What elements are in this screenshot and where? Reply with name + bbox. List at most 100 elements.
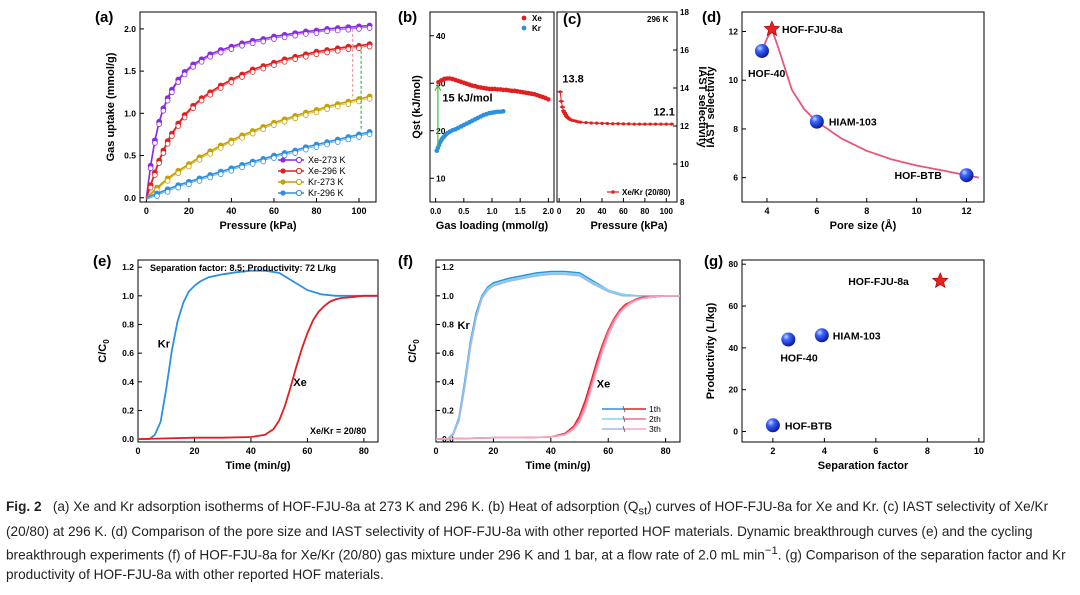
data-point-dot (560, 105, 564, 109)
x-tick-label: 1.0 (486, 207, 498, 216)
y-tick-label: 0.0 (122, 434, 134, 444)
caption-sup: −1 (764, 544, 778, 557)
y-tick-label: 80 (729, 259, 739, 269)
x-tick-label: 100 (660, 207, 674, 216)
x-tick-label: 8 (864, 206, 869, 216)
panel-a-frame (139, 11, 377, 203)
label-kr: Kr (158, 338, 171, 350)
data-point-open (313, 51, 320, 58)
caption-text-3: . (g) Comparison of the separation facto… (6, 547, 1066, 582)
panel-label: (a) (95, 9, 113, 26)
data-point-dot (616, 122, 620, 126)
data-point-open (356, 134, 362, 140)
y-tick-label: 0.6 (122, 348, 134, 358)
y-tick-label: 0.8 (442, 319, 454, 329)
panel-label: (c) (563, 11, 581, 28)
data-point-open (334, 27, 341, 34)
y-tick-label: 20 (729, 385, 739, 395)
x-tick-label: 60 (603, 446, 613, 456)
y-tick-label: 1.5 (124, 66, 136, 76)
data-point-open (303, 112, 309, 118)
panel-d: 4 6 8 10 12 6 8 10 12 Pore size (Å) IAST selectivi… (702, 9, 985, 232)
y-tick-label: 0.5 (124, 151, 136, 161)
data-point-open (207, 53, 213, 60)
data-point-open (181, 71, 188, 78)
data-point-open (217, 49, 224, 56)
y-tick-label: 1.0 (122, 291, 134, 301)
legend-swatch-filled (280, 168, 286, 174)
x-axis-label: Pressure (kPa) (219, 220, 296, 232)
data-point-open (303, 31, 309, 37)
data-point-open (260, 65, 267, 72)
arrow-head (434, 84, 442, 91)
marker-sphere (754, 43, 769, 58)
panel-label: (g) (704, 253, 723, 270)
x-tick-label: 0 (135, 446, 140, 456)
data-point-open (271, 155, 277, 161)
data-point-open (228, 167, 235, 174)
y-tick-label: 0.4 (122, 377, 134, 387)
data-point-open (175, 170, 182, 177)
breakthrough-Kr-3th (436, 273, 680, 440)
marker-star (931, 272, 949, 289)
annotation-start: 13.8 (562, 73, 583, 85)
data-point-dot (589, 121, 593, 125)
data-point-open (281, 34, 288, 41)
x-tick-label: 20 (576, 207, 585, 216)
breakthrough-Xe-3th (435, 295, 680, 440)
point-label: HOF-40 (748, 68, 786, 80)
legend-label: Kr-273 K (308, 177, 344, 187)
legend-swatch-filled (280, 157, 286, 163)
panel-g: 2 4 6 8 10 0 20 40 60 80 Separation factor Producti… (704, 253, 985, 472)
y-axis-label: C/C0 (97, 339, 111, 363)
data-point-open (345, 101, 352, 107)
panel-e-frame (137, 259, 379, 443)
y-tick-label: 10 (729, 75, 739, 85)
data-point-open (281, 118, 288, 125)
x-axis-label: Gas loading (mmol/g) (436, 220, 549, 232)
y-tick-label: 0.0 (124, 193, 136, 203)
y-axis-label: Productivity (L/kg) (705, 302, 717, 399)
legend-swatch-filled (280, 190, 286, 196)
data-point-open (160, 108, 167, 114)
marker-sphere (781, 332, 796, 347)
chart-title: Separation factor: 8.5; Productivity: 72… (150, 263, 336, 273)
panel-c-frame (556, 11, 678, 203)
data-point-open (164, 140, 171, 147)
data-point-dot (578, 120, 583, 124)
y-axis-label: IAST selectivity (696, 66, 708, 148)
panel-c: 0 20 40 60 80 100 8 10 12 14 16 18 Pressure (kPa) IAS… (556, 8, 708, 232)
chart-title: 296 K (647, 15, 669, 24)
data-point-open (345, 26, 352, 33)
panel-g-frame (741, 259, 985, 443)
data-point-open (160, 150, 167, 156)
x-tick-label: 0 (144, 206, 149, 216)
legend-divider (622, 425, 626, 433)
legend-swatch-open (295, 189, 303, 197)
data-point-open (356, 26, 362, 32)
panel-d-frame (741, 11, 985, 203)
data-point-open (190, 64, 196, 70)
y-tick-label: 1.0 (124, 108, 136, 118)
data-point-dot (664, 122, 668, 126)
point-label: HOF-FJU-8a (848, 276, 909, 288)
legend-swatch-open (295, 167, 303, 175)
legend-swatch-open (295, 156, 303, 164)
data-point-open (292, 150, 299, 156)
x-tick-label: 20 (184, 206, 194, 216)
y-tick-label: 40 (436, 31, 446, 41)
y-tick-label: 8 (680, 198, 685, 207)
data-point-open (324, 49, 330, 56)
caption-label: Fig. 2 (6, 499, 42, 514)
y-axis-label: Qst (kJ/mol) (411, 75, 423, 139)
data-point-open (271, 62, 277, 68)
y-tick-label: 10 (436, 173, 446, 183)
data-point-open (249, 40, 256, 47)
legend-label: Xe-273 K (308, 155, 346, 165)
data-point-open (292, 32, 299, 39)
marker-sphere (814, 328, 829, 343)
data-point-open (196, 178, 203, 184)
y-tick-label: 12 (729, 26, 739, 36)
data-point-open (260, 38, 267, 45)
marker-sphere (809, 114, 824, 129)
